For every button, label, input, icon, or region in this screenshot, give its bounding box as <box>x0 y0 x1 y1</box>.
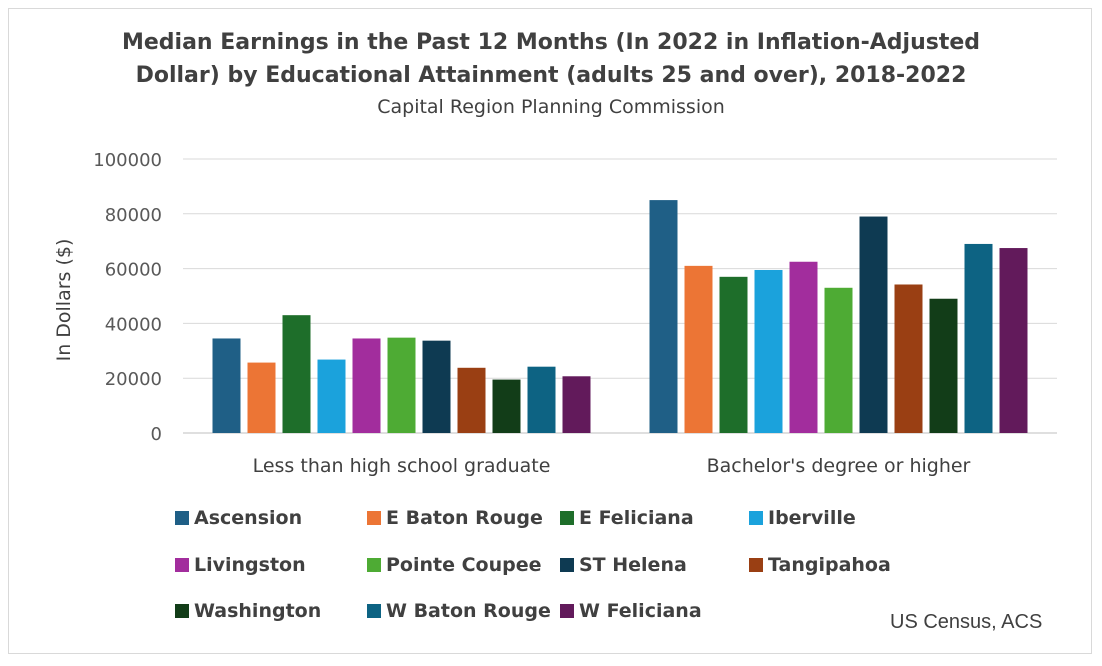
bar-washington <box>492 379 521 433</box>
bar-tangipahoa <box>894 284 923 433</box>
bar-e-feliciana <box>719 276 748 433</box>
chart-subtitle: Capital Region Planning Commission <box>377 96 725 118</box>
bar-pointe-coupee <box>824 287 853 433</box>
y-tick-label: 20000 <box>105 369 162 390</box>
bar-livingston <box>789 261 818 433</box>
chart-title-line-1: Median Earnings in the Past 12 Months (I… <box>121 30 981 55</box>
source-note: US Census, ACS <box>890 611 1043 633</box>
bar-w-feliciana <box>999 248 1028 433</box>
bar-livingston <box>352 338 381 433</box>
bar-ascension <box>649 200 678 433</box>
bar-e-baton-rouge <box>247 362 276 433</box>
bar-tangipahoa <box>457 367 486 433</box>
bar-st-helena <box>859 216 888 433</box>
bar-iberville <box>754 269 783 433</box>
bar-e-baton-rouge <box>684 265 713 433</box>
chart-title-line-2: Dollar) by Educational Attainment (adult… <box>135 63 967 88</box>
bar-st-helena <box>422 340 451 433</box>
y-tick-label: 0 <box>151 424 162 445</box>
x-category-label: Bachelor's degree or higher <box>707 455 971 477</box>
y-tick-label: 60000 <box>105 260 162 281</box>
y-tick-label: 100000 <box>93 150 162 171</box>
bar-e-feliciana <box>282 315 311 433</box>
bar-washington <box>929 298 958 433</box>
bar-w-feliciana <box>562 376 591 433</box>
y-tick-label: 80000 <box>105 205 162 226</box>
bar-w-baton-rouge <box>964 243 993 433</box>
bar-w-baton-rouge <box>527 366 556 433</box>
y-tick-label: 40000 <box>105 314 162 335</box>
bar-ascension <box>212 338 241 433</box>
bar-iberville <box>317 359 346 433</box>
bar-pointe-coupee <box>387 337 416 433</box>
x-category-label: Less than high school graduate <box>253 455 551 477</box>
